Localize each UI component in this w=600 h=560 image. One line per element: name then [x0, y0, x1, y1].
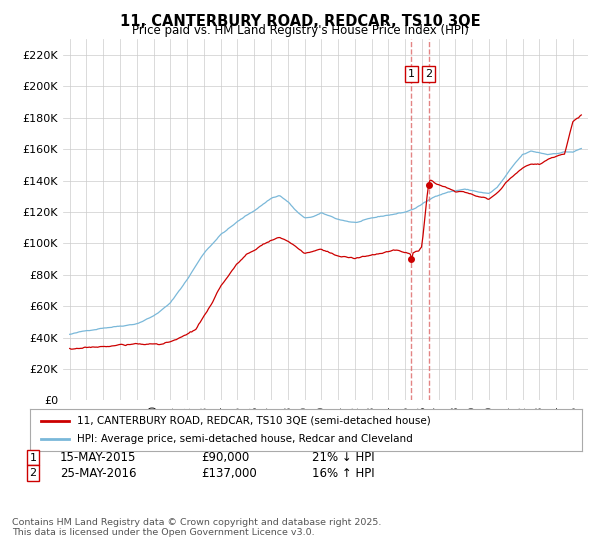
- Text: 1: 1: [408, 69, 415, 79]
- Text: 2: 2: [425, 69, 432, 79]
- Text: Contains HM Land Registry data © Crown copyright and database right 2025.
This d: Contains HM Land Registry data © Crown c…: [12, 518, 382, 538]
- Text: 16% ↑ HPI: 16% ↑ HPI: [312, 466, 374, 480]
- Text: HPI: Average price, semi-detached house, Redcar and Cleveland: HPI: Average price, semi-detached house,…: [77, 434, 413, 444]
- Text: £90,000: £90,000: [201, 451, 249, 464]
- Text: 15-MAY-2015: 15-MAY-2015: [60, 451, 136, 464]
- Text: 2: 2: [29, 468, 37, 478]
- Text: 1: 1: [29, 452, 37, 463]
- Text: 25-MAY-2016: 25-MAY-2016: [60, 466, 137, 480]
- Text: 21% ↓ HPI: 21% ↓ HPI: [312, 451, 374, 464]
- Text: 11, CANTERBURY ROAD, REDCAR, TS10 3QE (semi-detached house): 11, CANTERBURY ROAD, REDCAR, TS10 3QE (s…: [77, 416, 431, 426]
- Text: 11, CANTERBURY ROAD, REDCAR, TS10 3QE: 11, CANTERBURY ROAD, REDCAR, TS10 3QE: [119, 14, 481, 29]
- Text: Price paid vs. HM Land Registry's House Price Index (HPI): Price paid vs. HM Land Registry's House …: [131, 24, 469, 37]
- Text: £137,000: £137,000: [201, 466, 257, 480]
